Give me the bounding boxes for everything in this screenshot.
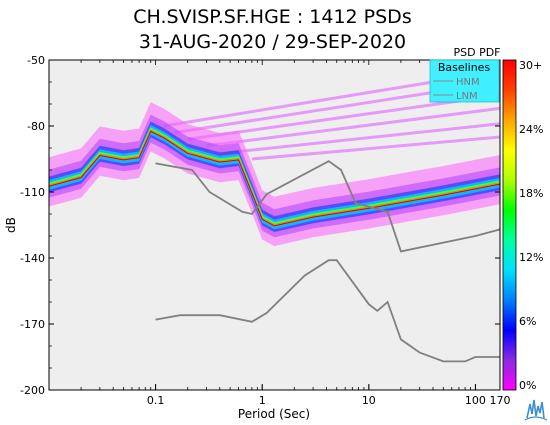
- pdf-mode-line: [49, 129, 500, 226]
- legend-entry-lnm: LNM: [456, 91, 478, 102]
- y-tick-label: -110: [20, 186, 45, 199]
- y-axis-label: dB: [4, 217, 18, 233]
- baseline-layer: [155, 160, 500, 363]
- colorbar-tick-label: 18%: [519, 187, 543, 200]
- y-tick-label: -200: [20, 384, 45, 397]
- y-tick-label: -80: [27, 120, 45, 133]
- legend-title: Baselines: [438, 61, 491, 74]
- colorbar-tick-label: 6%: [519, 315, 536, 328]
- x-axis-ticks: 0.1 1 10 100 170: [48, 60, 511, 407]
- plot-frame: [48, 59, 501, 391]
- pdf-streak: [206, 106, 500, 148]
- colorbar: [502, 59, 517, 391]
- hnm-baseline-line: [155, 160, 500, 253]
- colorbar-title: PSD PDF: [453, 46, 500, 59]
- pdf-streak: [187, 93, 500, 141]
- y-axis-ticks: -50 -80 -110 -140 -170 -200: [20, 54, 500, 397]
- colorbar-tick-label: 24%: [519, 123, 543, 136]
- colorbar-tick-label: 30+: [519, 59, 542, 72]
- x-tick-label: 170: [490, 394, 511, 407]
- pdf-streak: [251, 135, 500, 161]
- x-axis-label: Period (Sec): [238, 407, 310, 421]
- colorbar-tick-label: 0%: [519, 379, 536, 392]
- x-tick-label: 1: [259, 394, 266, 407]
- legend: PSD PDF Baselines HNM LNM: [429, 46, 501, 103]
- colorbar-ticks: 30+ 24% 18% 12% 6% 0%: [519, 59, 543, 392]
- pdf-layer: [49, 69, 500, 247]
- y-tick-label: -140: [20, 252, 45, 265]
- chart-title-line-2: 31-AUG-2020 / 29-SEP-2020: [138, 31, 407, 53]
- pdf-streak: [229, 122, 500, 154]
- y-tick-label: -170: [20, 318, 45, 331]
- legend-entry-hnm: HNM: [456, 77, 480, 88]
- y-tick-label: -50: [27, 54, 45, 67]
- colorbar-tick-label: 12%: [519, 251, 543, 264]
- iris-logo-icon: [524, 399, 548, 421]
- x-tick-label: 0.1: [147, 394, 165, 407]
- x-tick-label: 100: [465, 394, 486, 407]
- chart-title-line-1: CH.SVISP.SF.HGE : 1412 PSDs: [133, 6, 412, 28]
- x-tick-label: 10: [362, 394, 376, 407]
- pdf-peak-line: [49, 130, 500, 227]
- pdf-high-density: [49, 127, 500, 225]
- lnm-baseline-line: [155, 259, 500, 363]
